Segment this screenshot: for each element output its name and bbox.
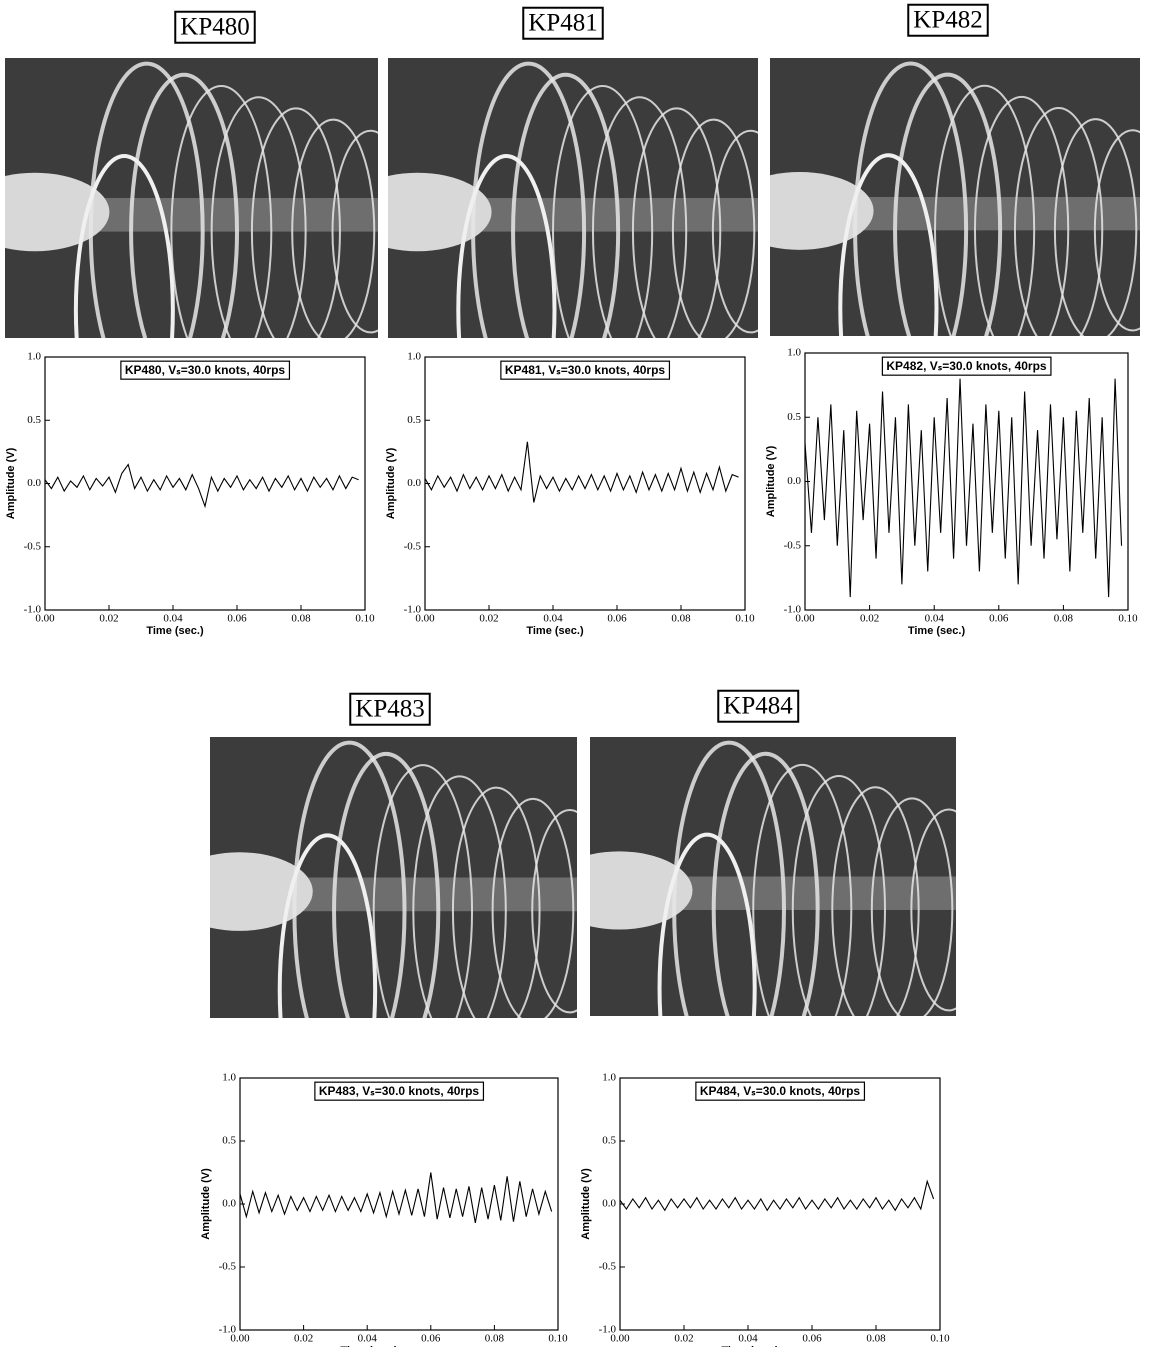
y-tick-label: 0.5 (222, 1135, 236, 1147)
x-tick-label: 0.00 (795, 613, 815, 625)
x-tick-label: 0.08 (291, 613, 311, 625)
x-tick-label: 0.02 (294, 1333, 313, 1345)
y-tick-label: 0.5 (787, 411, 801, 423)
chart-title: KP481, Vₛ=30.0 knots, 40rps (505, 363, 666, 377)
y-tick-label: -0.5 (784, 539, 802, 551)
x-tick-label: 0.02 (479, 613, 498, 625)
y-tick-label: 0.5 (602, 1135, 616, 1147)
chart-title: KP483, Vₛ=30.0 knots, 40rps (319, 1084, 480, 1098)
x-tick-label: 0.04 (163, 613, 183, 625)
x-tick-label: 0.08 (1054, 613, 1074, 625)
x-tick-label: 0.04 (925, 613, 945, 625)
x-tick-label: 0.08 (671, 613, 691, 625)
x-tick-label: 0.10 (930, 1333, 950, 1345)
x-tick-label: 0.06 (802, 1333, 822, 1345)
photo-label: KP480 (180, 14, 249, 41)
y-tick-label: -0.5 (24, 540, 42, 552)
y-tick-label: -0.5 (599, 1261, 617, 1273)
y-axis-label: Amplitude (V) (765, 445, 777, 517)
photo-label: KP482 (913, 7, 982, 34)
y-tick-label: 1.0 (222, 1072, 236, 1084)
y-tick-label: -0.5 (219, 1261, 237, 1273)
x-tick-label: 0.00 (415, 613, 435, 625)
y-axis-label: Amplitude (V) (200, 1168, 212, 1240)
photo-label: KP484 (723, 693, 793, 720)
y-axis-label: Amplitude (V) (5, 447, 17, 519)
chart-title: KP480, Vₛ=30.0 knots, 40rps (125, 363, 286, 377)
x-tick-label: 0.06 (421, 1333, 441, 1345)
x-tick-label: 0.04 (358, 1333, 378, 1345)
y-tick-label: 0.0 (27, 477, 41, 489)
x-axis-label: Time (sec.) (146, 625, 204, 637)
y-tick-label: 1.0 (787, 347, 801, 359)
x-tick-label: 0.10 (1118, 613, 1138, 625)
x-tick-label: 0.06 (607, 613, 627, 625)
figure: KP480-1.0-0.50.00.51.00.000.020.040.060.… (0, 0, 1152, 1347)
y-tick-label: 1.0 (407, 351, 421, 363)
x-tick-label: 0.06 (989, 613, 1009, 625)
y-tick-label: 0.0 (787, 475, 801, 487)
x-tick-label: 0.10 (355, 613, 375, 625)
x-tick-label: 0.06 (227, 613, 247, 625)
x-tick-label: 0.04 (738, 1333, 758, 1345)
photo-label: KP481 (528, 10, 597, 37)
x-tick-label: 0.10 (735, 613, 755, 625)
y-axis-label: Amplitude (V) (385, 447, 397, 519)
panel: KP482-1.0-0.50.00.51.00.000.020.040.060.… (726, 5, 1152, 637)
y-tick-label: 0.0 (222, 1198, 236, 1210)
x-tick-label: 0.08 (866, 1333, 886, 1345)
chart-title: KP484, Vₛ=30.0 knots, 40rps (700, 1084, 861, 1098)
y-tick-label: 0.5 (407, 414, 421, 426)
x-tick-label: 0.02 (860, 613, 879, 625)
chart-title: KP482, Vₛ=30.0 knots, 40rps (886, 359, 1047, 373)
y-tick-label: 1.0 (602, 1072, 616, 1084)
x-axis-label: Time (sec.) (526, 625, 584, 637)
x-tick-label: 0.00 (35, 613, 55, 625)
x-tick-label: 0.02 (674, 1333, 693, 1345)
photo-label: KP483 (355, 696, 424, 723)
x-tick-label: 0.04 (543, 613, 563, 625)
panel: KP484-1.0-0.50.00.51.00.000.020.040.060.… (546, 691, 986, 1347)
x-tick-label: 0.08 (485, 1333, 505, 1345)
y-tick-label: 1.0 (27, 351, 41, 363)
y-tick-label: 0.0 (407, 477, 421, 489)
y-axis-label: Amplitude (V) (580, 1168, 592, 1240)
x-axis-label: Time (sec.) (908, 625, 966, 637)
x-tick-label: 0.00 (230, 1333, 250, 1345)
x-tick-label: 0.00 (610, 1333, 630, 1345)
y-tick-label: 0.5 (27, 414, 41, 426)
panel: KP480-1.0-0.50.00.51.00.000.020.040.060.… (0, 12, 409, 637)
x-tick-label: 0.02 (99, 613, 118, 625)
y-tick-label: -0.5 (404, 540, 422, 552)
y-tick-label: 0.0 (602, 1198, 616, 1210)
x-tick-label: 0.10 (548, 1333, 568, 1345)
